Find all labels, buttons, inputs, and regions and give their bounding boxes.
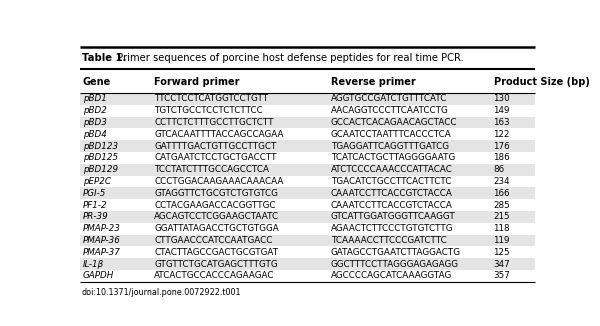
Text: GCAATCCTAATTTCACCCTCA: GCAATCCTAATTTCACCCTCA: [331, 130, 452, 139]
Text: TGTCTGCCTCCTCTCTTCC: TGTCTGCCTCCTCTCTTCC: [154, 106, 263, 115]
Text: GAPDH: GAPDH: [83, 272, 114, 280]
Text: 122: 122: [493, 130, 510, 139]
Text: Product Size (bp): Product Size (bp): [493, 77, 589, 87]
Text: 130: 130: [493, 95, 510, 103]
Text: 347: 347: [493, 260, 510, 269]
Text: GCCACTCACAGAACAGCTACC: GCCACTCACAGAACAGCTACC: [331, 118, 457, 127]
Text: CAAATCCTTCACCGTCTACCA: CAAATCCTTCACCGTCTACCA: [331, 201, 452, 210]
Text: pBD129: pBD129: [83, 165, 118, 174]
Bar: [80, 187, 535, 199]
Text: TCAAAACCTTCCCGATCTTC: TCAAAACCTTCCCGATCTTC: [331, 236, 446, 245]
Text: TTCCTCCTCATGGTCCTGTT: TTCCTCCTCATGGTCCTGTT: [154, 95, 268, 103]
Text: 86: 86: [493, 165, 505, 174]
Text: 215: 215: [493, 213, 510, 221]
Bar: [80, 72, 535, 93]
Text: ATCTCCCCAAACCCATTACAC: ATCTCCCCAAACCCATTACAC: [331, 165, 452, 174]
Text: Table 1.: Table 1.: [82, 53, 127, 63]
Text: Forward primer: Forward primer: [154, 77, 239, 87]
Text: 176: 176: [493, 142, 510, 151]
Text: pBD125: pBD125: [83, 154, 118, 162]
Text: 166: 166: [493, 189, 510, 198]
Text: PMAP-36: PMAP-36: [83, 236, 121, 245]
Text: Reverse primer: Reverse primer: [331, 77, 415, 87]
Text: PGI-5: PGI-5: [83, 189, 106, 198]
Bar: [80, 235, 535, 246]
Text: 125: 125: [493, 248, 510, 257]
Text: PF1-2: PF1-2: [83, 201, 107, 210]
Text: AACAGGTCCCTTCAATCCTG: AACAGGTCCCTTCAATCCTG: [331, 106, 449, 115]
Text: GGATTATAGACCTGCTGTGGA: GGATTATAGACCTGCTGTGGA: [154, 224, 279, 233]
Text: TCATCACTGCTTAGGGGAATG: TCATCACTGCTTAGGGGAATG: [331, 154, 455, 162]
Text: pBD4: pBD4: [83, 130, 107, 139]
Text: 285: 285: [493, 201, 510, 210]
Text: PMAP-37: PMAP-37: [83, 248, 121, 257]
Text: GTAGGTTCTGCGTCTGTGTCG: GTAGGTTCTGCGTCTGTGTCG: [154, 189, 278, 198]
Bar: [80, 47, 535, 69]
Text: GATTTTGACTGTTGCCTTGCT: GATTTTGACTGTTGCCTTGCT: [154, 142, 277, 151]
Text: PMAP-23: PMAP-23: [83, 224, 121, 233]
Text: pBD3: pBD3: [83, 118, 107, 127]
Text: pBD1: pBD1: [83, 95, 107, 103]
Text: pEP2C: pEP2C: [83, 177, 111, 186]
Text: GGCTTTCCTTAGGGAGAGAGG: GGCTTTCCTTAGGGAGAGAGG: [331, 260, 459, 269]
Text: 163: 163: [493, 118, 510, 127]
Bar: [80, 93, 535, 105]
Text: 357: 357: [493, 272, 511, 280]
Text: CTACTTAGCCGACTGCGTGAT: CTACTTAGCCGACTGCGTGAT: [154, 248, 278, 257]
Text: GATAGCCTGAATCTTAGGACTG: GATAGCCTGAATCTTAGGACTG: [331, 248, 461, 257]
Text: CCCTGGACAAGAAACAAACAA: CCCTGGACAAGAAACAAACAA: [154, 177, 283, 186]
Text: 149: 149: [493, 106, 510, 115]
Text: AGCAGTCCTCGGAAGCTAATC: AGCAGTCCTCGGAAGCTAATC: [154, 213, 279, 221]
Bar: [80, 258, 535, 270]
Bar: [80, 140, 535, 152]
Text: GTCATTGGATGGGTTCAAGGT: GTCATTGGATGGGTTCAAGGT: [331, 213, 455, 221]
Text: CTTGAACCCATCCAATGACC: CTTGAACCCATCCAATGACC: [154, 236, 272, 245]
Text: doi:10.1371/journal.pone.0072922.t001: doi:10.1371/journal.pone.0072922.t001: [82, 288, 241, 297]
Text: AGCCCCAGCATCAAAGGTAG: AGCCCCAGCATCAAAGGTAG: [331, 272, 452, 280]
Bar: [80, 152, 535, 164]
Bar: [80, 176, 535, 187]
Text: CAAATCCTTCACCGTCTACCA: CAAATCCTTCACCGTCTACCA: [331, 189, 452, 198]
Text: Gene: Gene: [83, 77, 111, 87]
Bar: [80, 199, 535, 211]
Bar: [80, 164, 535, 176]
Bar: [80, 223, 535, 235]
Text: AGGTGCCGATCTGTTTCATC: AGGTGCCGATCTGTTTCATC: [331, 95, 447, 103]
Text: pBD2: pBD2: [83, 106, 107, 115]
Bar: [80, 211, 535, 223]
Text: AGAACTCTTCCCTGTGTCTTG: AGAACTCTTCCCTGTGTCTTG: [331, 224, 453, 233]
Text: 186: 186: [493, 154, 510, 162]
Text: pBD123: pBD123: [83, 142, 118, 151]
Text: Primer sequences of porcine host defense peptides for real time PCR.: Primer sequences of porcine host defense…: [113, 53, 463, 63]
Bar: [80, 270, 535, 282]
Bar: [80, 105, 535, 117]
Text: PR-39: PR-39: [83, 213, 109, 221]
Text: IL-1β: IL-1β: [83, 260, 104, 269]
Text: 234: 234: [493, 177, 510, 186]
Text: TGAGGATTCAGGTTTGATCG: TGAGGATTCAGGTTTGATCG: [331, 142, 449, 151]
Text: CCTACGAAGACCACGGTTGC: CCTACGAAGACCACGGTTGC: [154, 201, 275, 210]
Text: TCCTATCTTTGCCAGCCTCA: TCCTATCTTTGCCAGCCTCA: [154, 165, 269, 174]
Text: TGACATCTGCCTTCACTTCTC: TGACATCTGCCTTCACTTCTC: [331, 177, 451, 186]
Bar: [80, 246, 535, 258]
Text: GTGTTCTGCATGAGCTTTGTG: GTGTTCTGCATGAGCTTTGTG: [154, 260, 278, 269]
Text: CATGAATCTCCTGCTGACCTT: CATGAATCTCCTGCTGACCTT: [154, 154, 277, 162]
Bar: [80, 128, 535, 140]
Text: ATCACTGCCACCCAGAAGAC: ATCACTGCCACCCAGAAGAC: [154, 272, 275, 280]
Text: CCTTCTCTTTGCCTTGCTCTT: CCTTCTCTTTGCCTTGCTCTT: [154, 118, 274, 127]
Text: 119: 119: [493, 236, 510, 245]
Bar: [80, 117, 535, 128]
Text: 118: 118: [493, 224, 510, 233]
Text: GTCACAATTTTACCAGCCAGAA: GTCACAATTTTACCAGCCAGAA: [154, 130, 284, 139]
